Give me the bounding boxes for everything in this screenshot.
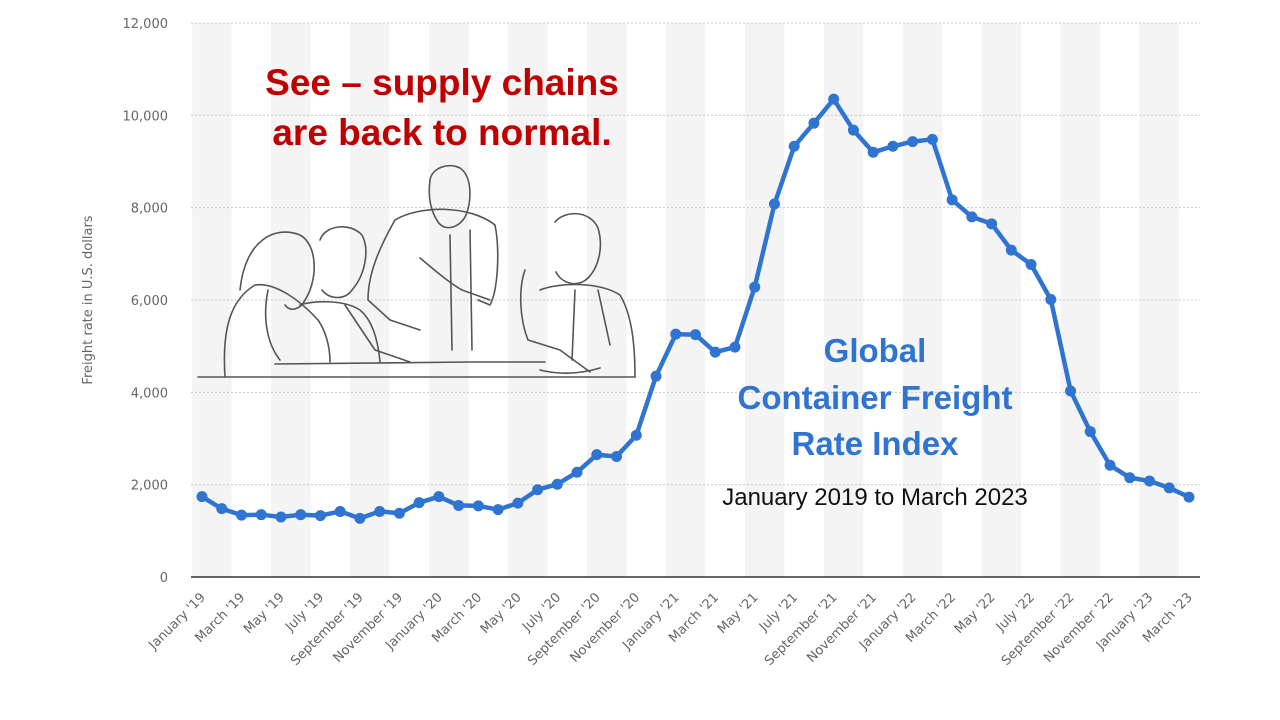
y-tick-label: 4,000 xyxy=(131,386,168,401)
x-tick-label: January '19 xyxy=(146,590,209,653)
data-point xyxy=(1045,294,1057,306)
data-point xyxy=(472,500,484,512)
series-points xyxy=(196,93,1195,524)
y-axis-ticks: 0 2,000 4,000 6,000 8,000 10,000 12,000 xyxy=(123,17,169,586)
chart-subtitle: January 2019 to March 2023 xyxy=(722,484,1028,511)
callout-text-line-1: See – supply chains xyxy=(265,62,619,103)
y-tick-label: 10,000 xyxy=(123,109,169,124)
data-point xyxy=(393,507,405,519)
data-point xyxy=(334,505,346,517)
chart-title-line-2: Container Freight xyxy=(737,379,1012,416)
data-point xyxy=(650,370,662,382)
data-point xyxy=(887,140,899,152)
data-point xyxy=(1144,475,1156,487)
y-tick-label: 0 xyxy=(160,571,168,586)
data-point xyxy=(433,491,445,503)
data-point xyxy=(1183,491,1195,503)
callout-text-line-2: are back to normal. xyxy=(272,112,611,153)
data-point xyxy=(611,451,623,463)
data-point xyxy=(926,133,938,145)
x-tick-label: May '21 xyxy=(715,590,762,637)
data-point xyxy=(966,211,978,223)
data-point xyxy=(749,281,761,293)
data-point xyxy=(828,93,840,105)
x-tick-label: November '19 xyxy=(331,590,407,666)
data-point xyxy=(532,484,544,496)
data-point xyxy=(907,136,919,148)
x-tick-label: May '22 xyxy=(952,590,999,637)
x-tick-label: May '20 xyxy=(478,590,525,637)
data-point xyxy=(1005,244,1017,256)
x-tick-label: November '20 xyxy=(568,590,644,666)
data-point xyxy=(512,497,524,509)
x-tick-label: May '19 xyxy=(241,590,288,637)
chart-title-line-1: Global xyxy=(824,332,927,369)
data-point xyxy=(413,497,425,509)
data-point xyxy=(216,503,228,515)
chart-title-line-3: Rate Index xyxy=(792,425,960,462)
y-tick-label: 2,000 xyxy=(131,479,168,494)
data-point xyxy=(314,510,326,522)
data-point xyxy=(551,478,563,490)
y-axis-label: Freight rate in U.S. dollars xyxy=(81,215,96,384)
data-point xyxy=(867,146,879,158)
data-point xyxy=(571,466,583,478)
x-tick-label: November '22 xyxy=(1041,590,1117,666)
data-point xyxy=(847,124,859,136)
x-tick-label: November '21 xyxy=(804,590,880,666)
data-point xyxy=(788,140,800,152)
data-point xyxy=(374,505,386,517)
data-point xyxy=(986,218,998,230)
gridlines xyxy=(191,22,1200,486)
data-point xyxy=(492,504,504,516)
data-point xyxy=(1065,385,1077,397)
data-point xyxy=(1025,258,1037,270)
data-point xyxy=(768,198,780,210)
data-point xyxy=(255,509,267,521)
data-point xyxy=(275,511,287,523)
data-point xyxy=(453,499,465,511)
data-point xyxy=(690,329,701,341)
data-point xyxy=(1104,459,1116,471)
data-point xyxy=(1124,472,1136,484)
data-point xyxy=(808,117,820,129)
data-point xyxy=(1084,426,1096,438)
data-point xyxy=(946,194,958,206)
y-tick-label: 6,000 xyxy=(131,294,168,309)
data-point xyxy=(591,449,603,461)
data-point xyxy=(295,509,307,521)
y-tick-label: 12,000 xyxy=(123,17,169,32)
data-point xyxy=(235,509,247,521)
data-point xyxy=(670,328,682,340)
data-point xyxy=(709,346,721,358)
data-point xyxy=(630,429,642,441)
data-point xyxy=(1163,482,1175,494)
y-tick-label: 8,000 xyxy=(131,202,168,217)
data-point xyxy=(354,512,366,524)
data-point xyxy=(729,341,741,353)
people-sketch-illustration xyxy=(197,164,636,378)
data-point xyxy=(196,491,208,503)
